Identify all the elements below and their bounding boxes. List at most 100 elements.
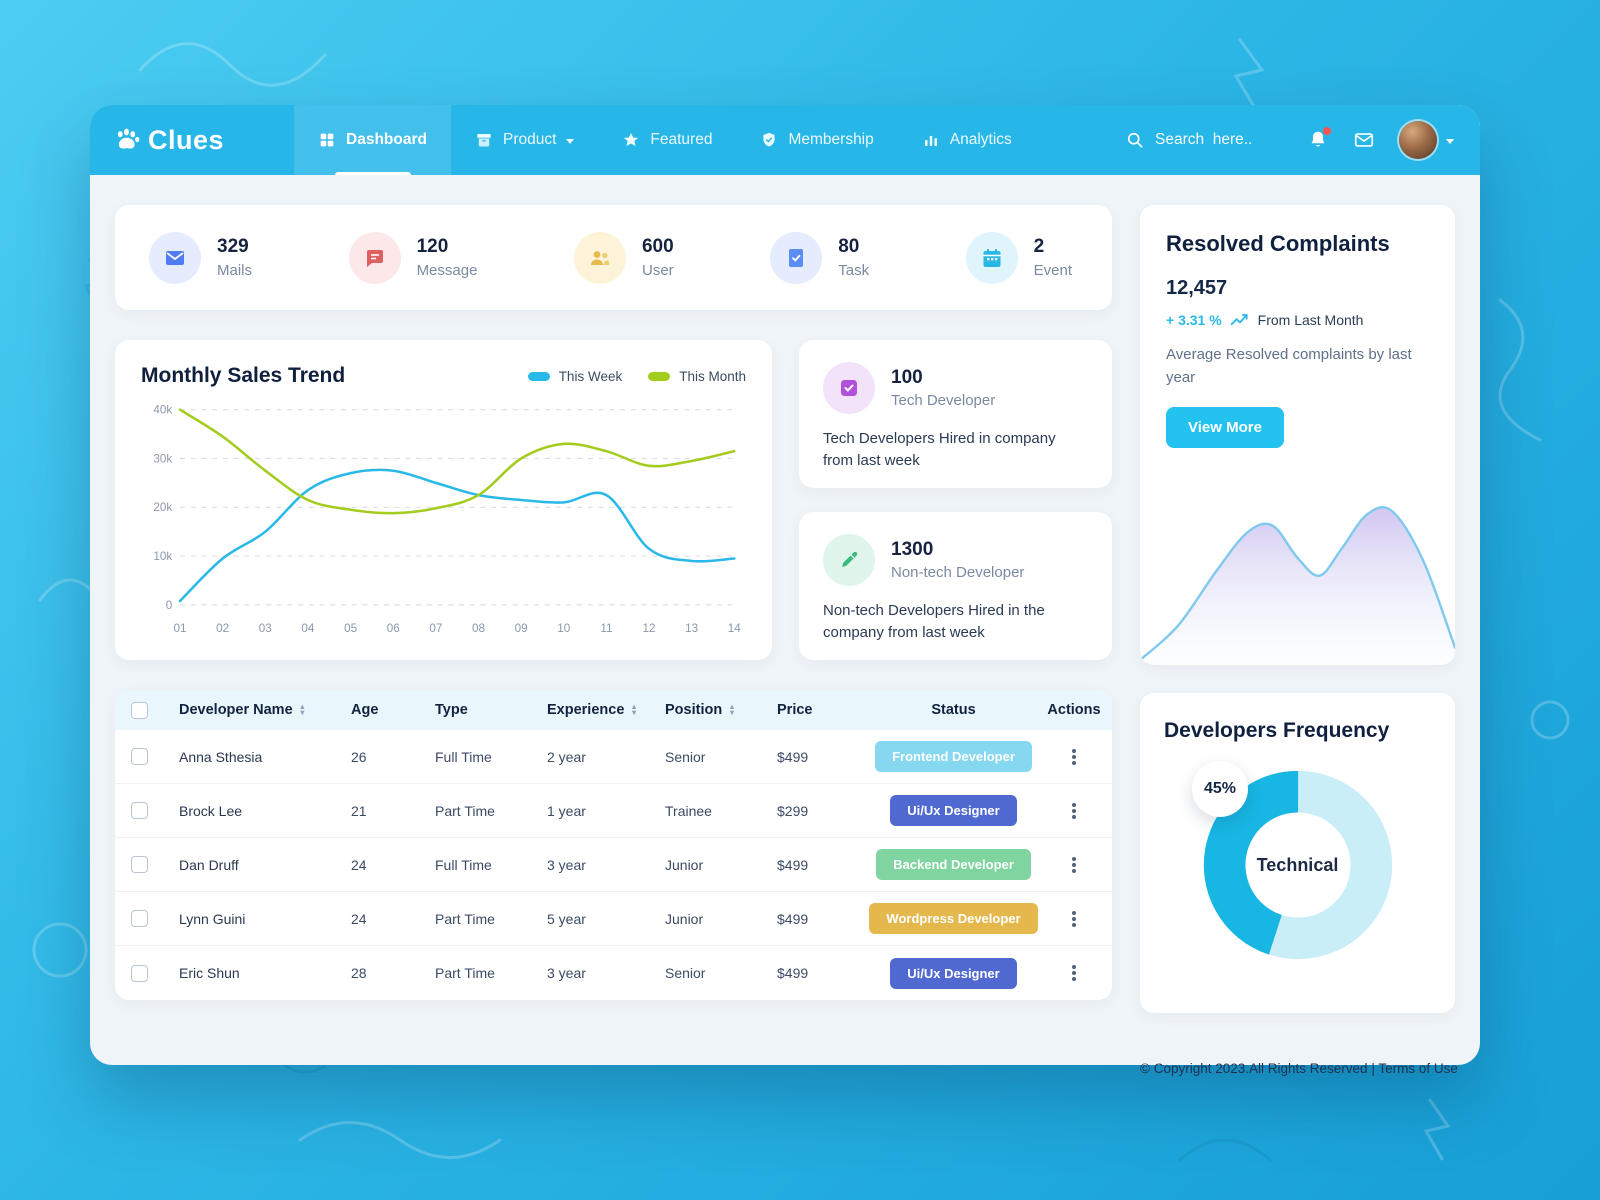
cell-experience: 5 year xyxy=(547,910,586,927)
analytics-icon xyxy=(924,135,937,146)
frequency-donut-chart xyxy=(1203,770,1392,960)
status-badge: Frontend Developer xyxy=(875,741,1032,772)
table-row: Lynn Guini 24 Part Time 5 year Junior $4… xyxy=(115,892,1112,946)
nav-item-analytics[interactable]: Analytics xyxy=(898,105,1036,175)
row-actions-menu[interactable] xyxy=(1072,916,1076,921)
users-icon xyxy=(573,231,626,284)
cell-developer-name: Brock Lee xyxy=(179,802,243,819)
row-actions-menu[interactable] xyxy=(1072,862,1076,867)
resolved-complaints-card: Resolved Complaints 12,457 + 3.31 % From… xyxy=(1140,205,1455,665)
table-row: Brock Lee 21 Part Time 1 year Trainee $2… xyxy=(115,784,1112,838)
column-header-experience[interactable]: Experience xyxy=(547,702,665,718)
column-header-position[interactable]: Position xyxy=(665,702,777,718)
terms-of-use-link[interactable]: Terms of Use xyxy=(1378,1061,1458,1076)
footer: © Copyright 2023.All Rights Reserved | T… xyxy=(1140,1061,1458,1076)
chevron-down-icon xyxy=(1446,138,1454,144)
content-area: 329 Mails 120 Message 600 User xyxy=(90,175,1480,1096)
delta-percent: + 3.31 % xyxy=(1166,312,1222,328)
calendar-icon xyxy=(965,231,1018,284)
row-checkbox[interactable] xyxy=(131,802,148,819)
nav-label: Featured xyxy=(650,131,713,148)
table-row: Dan Druff 24 Full Time 3 year Junior $49… xyxy=(115,838,1112,892)
stat-messages: 120 Message xyxy=(348,231,477,284)
stat-tasks: 80 Task xyxy=(770,231,870,284)
status-badge: Wordpress Developer xyxy=(869,903,1038,934)
product-icon xyxy=(477,134,491,147)
stat-users: 600 User xyxy=(573,231,674,284)
cell-price: $499 xyxy=(777,965,809,981)
messages-button[interactable] xyxy=(1353,129,1375,151)
shield-icon xyxy=(763,132,776,147)
column-header-type: Type xyxy=(435,702,468,718)
svg-text:12: 12 xyxy=(643,622,656,635)
cell-experience: 3 year xyxy=(547,965,586,981)
legend-label: This Month xyxy=(679,368,746,384)
stat-value: 120 xyxy=(416,236,449,257)
hire-description: Non-tech Developers Hired in the company… xyxy=(823,602,1045,641)
row-checkbox[interactable] xyxy=(131,964,148,982)
cell-type: Part Time xyxy=(435,802,495,819)
cell-type: Part Time xyxy=(435,965,495,981)
grid-icon xyxy=(320,133,334,147)
hire-value: 1300 xyxy=(891,539,934,560)
hire-value: 100 xyxy=(891,367,923,388)
search-input[interactable] xyxy=(1155,131,1283,149)
status-badge: Ui/Ux Designer xyxy=(890,957,1017,989)
logo-text: Clues xyxy=(148,124,225,155)
column-header-price: Price xyxy=(777,702,813,718)
row-actions-menu[interactable] xyxy=(1072,971,1076,975)
main-column: 329 Mails 120 Message 600 User xyxy=(115,205,1112,1076)
stat-label: User xyxy=(641,262,674,279)
resolved-area-chart xyxy=(1140,505,1455,665)
svg-text:04: 04 xyxy=(301,622,315,635)
avatar xyxy=(1399,121,1437,159)
developers-frequency-card: Developers Frequency Technical 45% xyxy=(1140,693,1455,1013)
stat-label: Task xyxy=(838,262,870,279)
nav-item-product[interactable]: Product xyxy=(451,105,598,175)
row-actions-menu[interactable] xyxy=(1072,754,1076,759)
svg-text:10k: 10k xyxy=(153,550,172,563)
app-window: Clues Dashboard Product Featured Members… xyxy=(90,105,1480,1076)
svg-text:01: 01 xyxy=(174,622,187,635)
svg-text:08: 08 xyxy=(472,622,485,635)
select-all-checkbox[interactable] xyxy=(131,701,148,719)
svg-text:30k: 30k xyxy=(153,452,172,465)
row-checkbox[interactable] xyxy=(131,856,148,873)
search-box xyxy=(1125,130,1283,150)
column-header-status: Status xyxy=(931,702,976,718)
checkbox-icon xyxy=(823,362,875,414)
star-icon xyxy=(624,132,639,146)
donut-center-label: Technical xyxy=(1256,854,1339,875)
legend-this-month: This Month xyxy=(648,369,746,384)
stat-label: Mails xyxy=(217,262,253,279)
cell-price: $499 xyxy=(777,856,809,873)
cell-developer-name: Dan Druff xyxy=(179,856,239,873)
row-checkbox[interactable] xyxy=(131,748,148,765)
copyright-text: © Copyright 2023.All Rights Reserved xyxy=(1140,1061,1368,1076)
nontech-developer-card: 1300 Non-tech Developer Non-tech Develop… xyxy=(799,512,1112,660)
svg-text:05: 05 xyxy=(344,622,358,635)
view-more-button[interactable]: View More xyxy=(1166,407,1284,448)
sort-icon xyxy=(728,705,735,716)
nav-item-dashboard[interactable]: Dashboard xyxy=(294,105,451,175)
chart-legend: This Week This Month xyxy=(527,369,746,384)
cell-position: Trainee xyxy=(665,802,712,819)
user-menu[interactable] xyxy=(1399,121,1454,159)
card-title: Resolved Complaints xyxy=(1166,231,1390,256)
cell-experience: 1 year xyxy=(547,802,586,819)
sort-icon xyxy=(299,705,306,716)
row-actions-menu[interactable] xyxy=(1072,808,1076,813)
notifications-button[interactable] xyxy=(1307,127,1331,151)
cell-position: Junior xyxy=(665,910,704,927)
sales-line-chart: 0 10k 20k 30k 40k 01 02 03 04 05 06 07 08 09 10 11 12 13 1… xyxy=(153,404,741,636)
nav-item-membership[interactable]: Membership xyxy=(736,105,897,175)
app-logo[interactable]: Clues xyxy=(112,105,224,175)
cell-type: Full Time xyxy=(435,856,492,873)
hire-description: Tech Developers Hired in company from la… xyxy=(823,430,1056,469)
row-checkbox[interactable] xyxy=(131,910,148,927)
nav-item-featured[interactable]: Featured xyxy=(598,105,736,175)
svg-text:06: 06 xyxy=(387,622,400,635)
paw-icon xyxy=(117,128,140,149)
stat-value: 600 xyxy=(641,236,674,257)
column-header-developer-name[interactable]: Developer Name xyxy=(179,702,351,718)
